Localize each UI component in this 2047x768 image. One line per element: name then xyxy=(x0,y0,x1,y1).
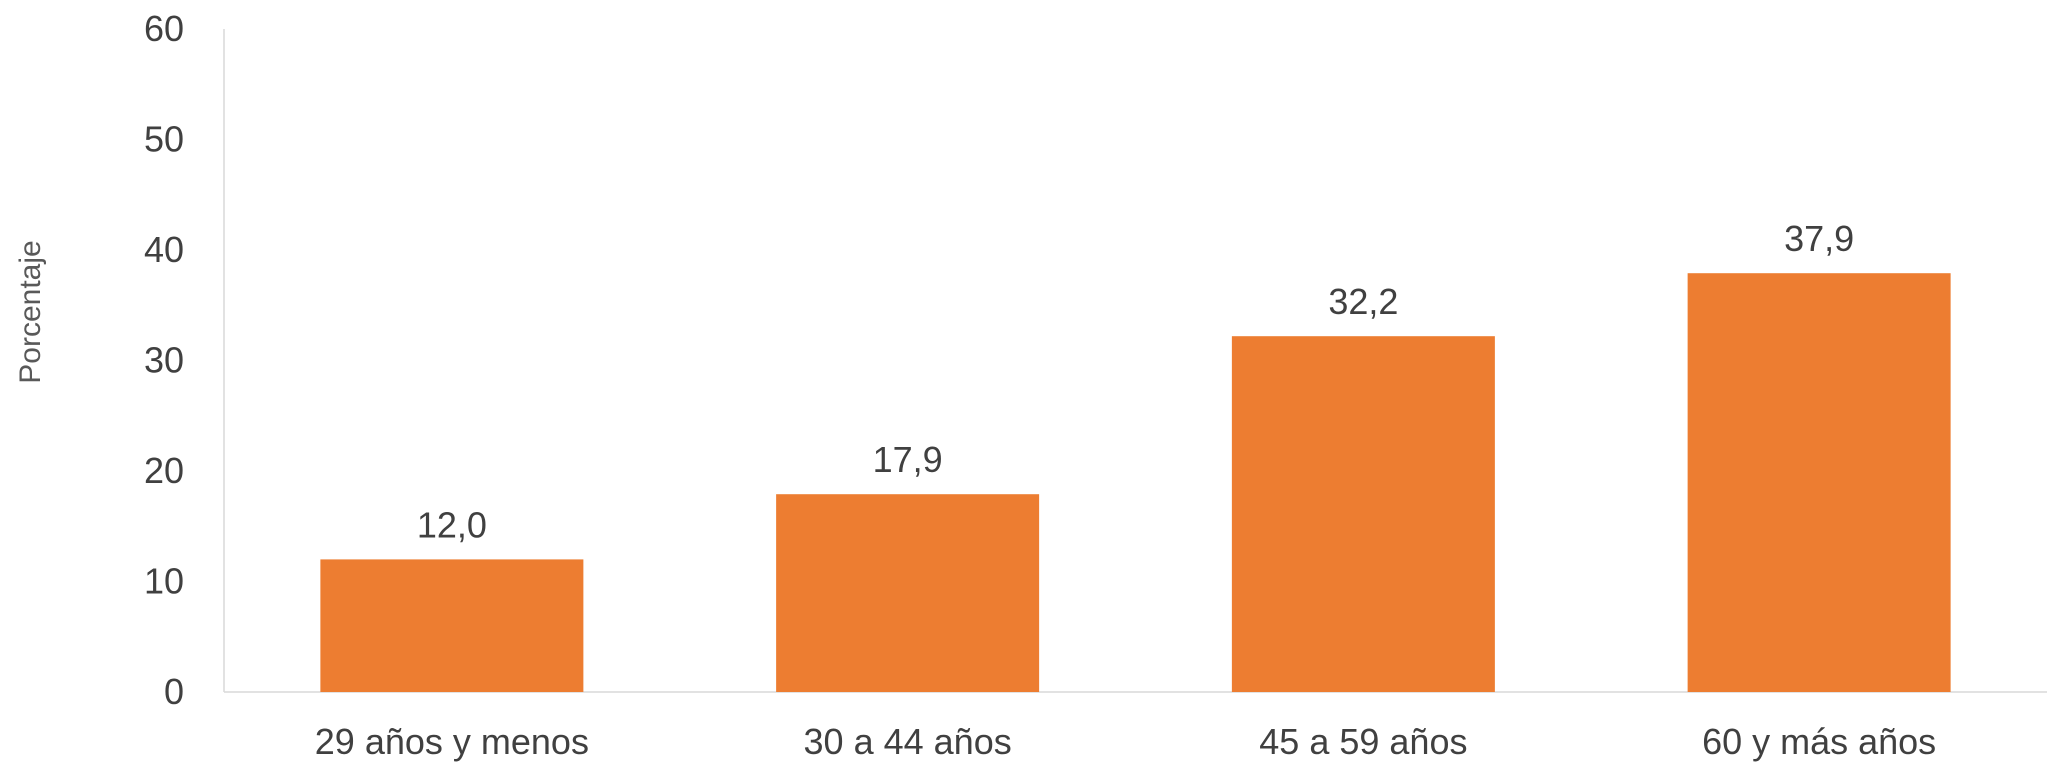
y-axis-title: Porcentaje xyxy=(14,240,47,383)
category-label: 29 años y menos xyxy=(315,721,589,762)
category-labels: 29 años y menos 30 a 44 años 45 a 59 años 6… xyxy=(315,721,1936,762)
y-tick-label: 0 xyxy=(164,671,184,712)
y-tick-label: 10 xyxy=(144,561,184,602)
y-tick-label: 60 xyxy=(144,8,184,49)
bar xyxy=(1687,273,1951,692)
data-label: 12,0 xyxy=(417,504,487,545)
bar xyxy=(320,559,584,692)
category-label: 30 a 44 años xyxy=(804,721,1012,762)
y-tick-labels: 0 10 20 30 40 50 60 xyxy=(144,8,184,712)
data-label: 17,9 xyxy=(873,439,943,480)
data-label: 37,9 xyxy=(1784,218,1854,259)
y-tick-label: 30 xyxy=(144,340,184,381)
data-label: 32,2 xyxy=(1328,281,1398,322)
category-label: 45 a 59 años xyxy=(1259,721,1467,762)
category-label: 60 y más años xyxy=(1702,721,1936,762)
bars xyxy=(320,273,1951,692)
y-tick-label: 50 xyxy=(144,119,184,160)
y-tick-label: 40 xyxy=(144,229,184,270)
bar xyxy=(1231,336,1495,692)
bar xyxy=(776,494,1040,692)
data-labels: 12,0 17,9 32,2 37,9 xyxy=(417,218,1854,545)
y-tick-label: 20 xyxy=(144,450,184,491)
